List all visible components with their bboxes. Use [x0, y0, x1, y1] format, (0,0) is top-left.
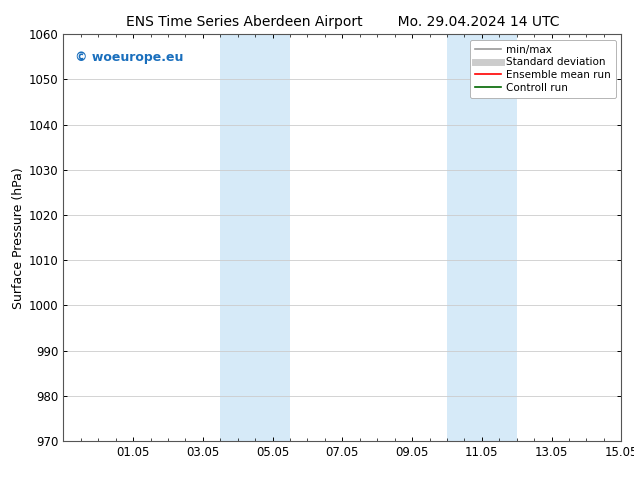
Bar	[221, 34, 255, 441]
Bar	[482, 34, 517, 441]
Legend: min/max, Standard deviation, Ensemble mean run, Controll run: min/max, Standard deviation, Ensemble me…	[470, 40, 616, 98]
Text: © woeurope.eu: © woeurope.eu	[75, 50, 183, 64]
Y-axis label: Surface Pressure (hPa): Surface Pressure (hPa)	[11, 167, 25, 309]
Bar	[255, 34, 290, 441]
Title: ENS Time Series Aberdeen Airport        Mo. 29.04.2024 14 UTC: ENS Time Series Aberdeen Airport Mo. 29.…	[126, 15, 559, 29]
Bar	[447, 34, 482, 441]
